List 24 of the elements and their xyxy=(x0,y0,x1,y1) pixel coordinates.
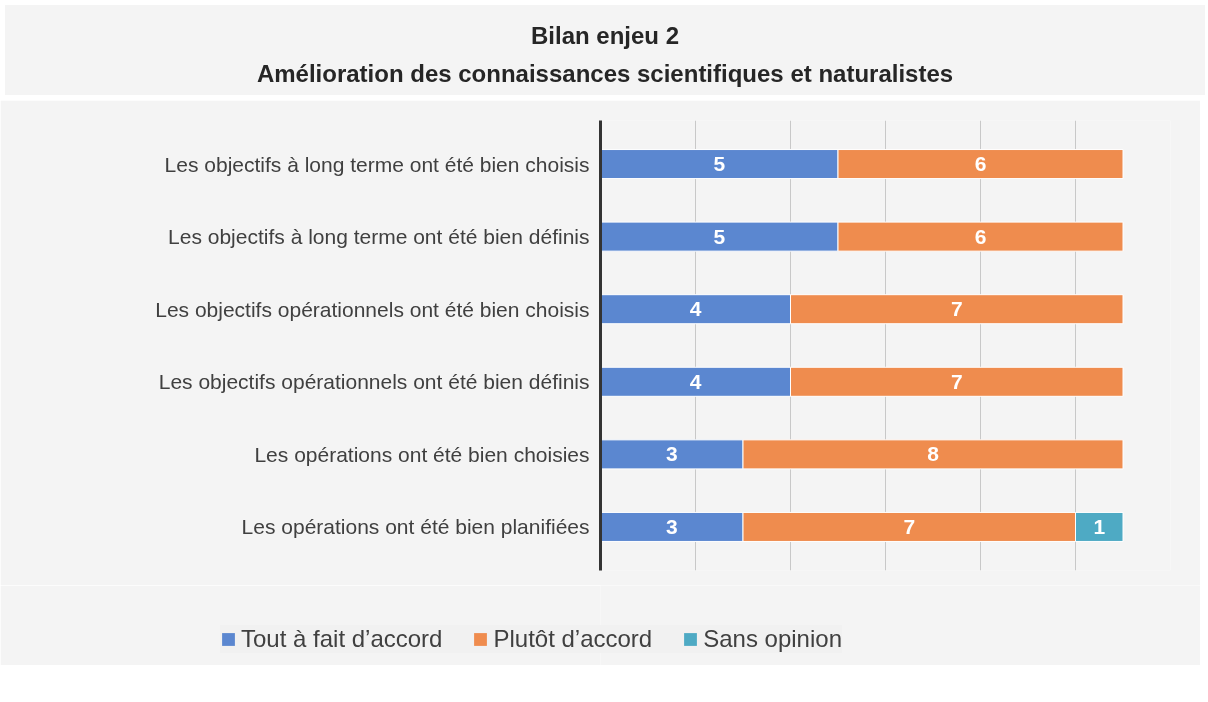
data-label: 4 xyxy=(689,297,702,321)
y-tick-label: Les objectifs opérationnels ont été bien définis xyxy=(158,370,590,394)
legend-label: Sans opinion xyxy=(703,625,842,653)
legend-label: Tout à fait d’accord xyxy=(241,625,443,653)
legend-label: Plutôt d’accord xyxy=(493,625,653,653)
y-tick-label: Les objectifs à long terme ont été bien choisis xyxy=(164,152,590,176)
data-label: 1 xyxy=(1093,514,1106,538)
data-label: 4 xyxy=(689,369,702,393)
data-label: 7 xyxy=(950,297,963,321)
y-tick-label: Les opérations ont été bien planifiées xyxy=(241,515,590,539)
y-tick-label: Les objectifs opérationnels ont été bien choisis xyxy=(155,297,590,321)
data-label: 3 xyxy=(665,442,678,466)
data-label: 7 xyxy=(950,369,963,393)
data-label: 3 xyxy=(665,514,678,538)
chart-subtitle: Amélioration des connaissances scientifiques et naturalistes xyxy=(256,60,954,87)
data-label: 7 xyxy=(903,514,916,538)
data-label: 5 xyxy=(713,152,726,176)
chart-title: Bilan enjeu 2 xyxy=(530,22,680,49)
y-tick-label: Les objectifs à long terme ont été bien définis xyxy=(168,225,590,249)
data-label: 5 xyxy=(713,224,726,248)
data-label: 6 xyxy=(974,152,987,176)
y-tick-label: Les opérations ont été bien choisies xyxy=(254,442,590,466)
data-label: 6 xyxy=(974,224,987,248)
data-label: 8 xyxy=(927,442,940,466)
